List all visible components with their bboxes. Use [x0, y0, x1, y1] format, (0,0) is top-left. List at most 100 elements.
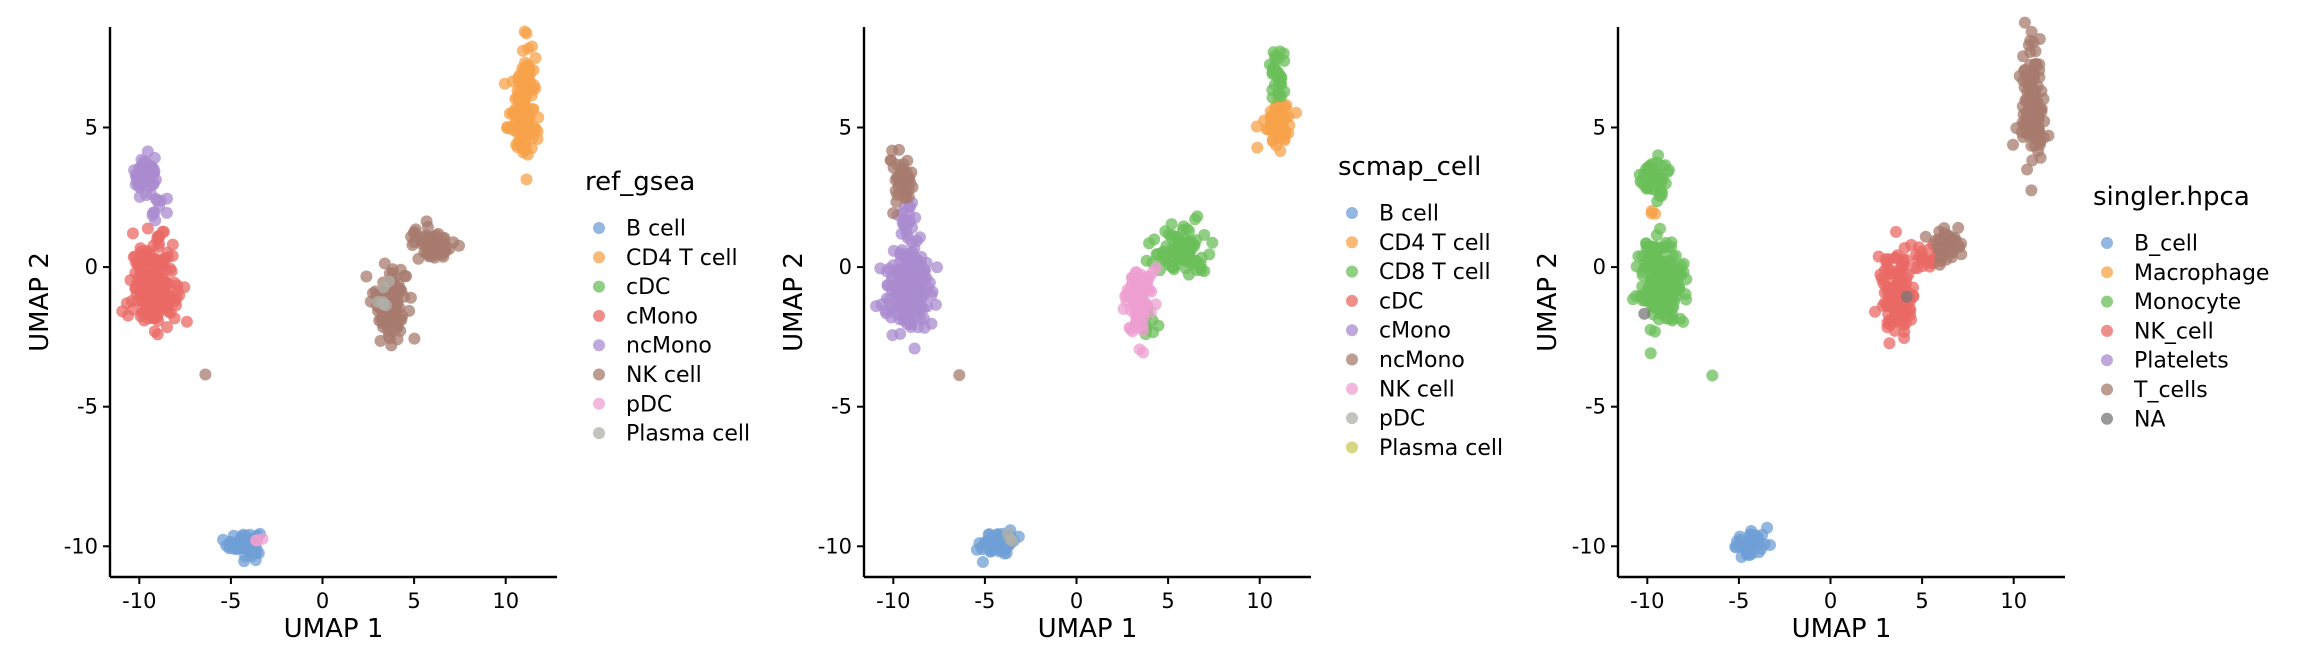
data-point — [1272, 86, 1285, 99]
data-point — [2021, 163, 2034, 176]
legend-swatch — [1346, 353, 1358, 366]
data-point — [889, 265, 902, 278]
data-point — [432, 227, 445, 240]
data-point — [141, 222, 154, 235]
data-point — [885, 154, 898, 167]
x-tick-label: 5 — [1161, 589, 1174, 613]
data-point — [918, 271, 931, 284]
data-point — [227, 529, 240, 542]
data-point — [161, 321, 173, 334]
series-ncmono — [128, 145, 173, 227]
data-point — [1900, 290, 1913, 303]
data-point — [1269, 101, 1282, 113]
data-point — [383, 311, 396, 324]
data-point — [1953, 240, 1966, 253]
x-tick-label: -5 — [1728, 589, 1749, 613]
data-point — [1159, 225, 1172, 238]
series-pdc — [1001, 527, 1019, 547]
umap-panel-singler-hpca: -10 -5 0 5 10 5 0 -5 -10 UMAP 1 UMAP 2 singler.hpca… — [1533, 16, 2269, 644]
series-monocyte — [1627, 149, 1719, 382]
data-point — [1650, 229, 1663, 242]
data-point — [899, 176, 912, 188]
x-axis-title: UMAP 1 — [1792, 614, 1892, 644]
legend-label: CD4 T cell — [1379, 231, 1491, 256]
y-tick-label: 0 — [85, 255, 98, 279]
data-point — [1279, 101, 1292, 114]
data-point — [236, 535, 249, 548]
data-point — [223, 542, 236, 555]
legend-swatch — [593, 427, 605, 440]
series-plasma-cell — [371, 275, 395, 312]
legend-label: cDC — [1379, 289, 1423, 314]
data-point — [122, 309, 134, 322]
x-axis-title: UMAP 1 — [1038, 614, 1138, 644]
data-point — [909, 252, 922, 265]
data-point — [443, 242, 456, 255]
x-tick-label: -5 — [220, 589, 241, 613]
data-point — [1887, 280, 1900, 293]
data-point — [377, 296, 389, 309]
data-point — [907, 295, 920, 308]
data-point — [1649, 169, 1661, 182]
data-point — [1880, 256, 1893, 268]
data-point — [908, 273, 920, 286]
data-point — [886, 329, 899, 342]
data-point — [130, 288, 143, 301]
x-tick-label: -10 — [1630, 589, 1664, 613]
data-point — [389, 286, 402, 299]
data-point — [901, 229, 914, 242]
data-point — [134, 169, 147, 182]
data-point — [1627, 293, 1639, 306]
data-point — [166, 249, 179, 262]
data-point — [520, 173, 533, 186]
data-point — [1151, 248, 1164, 261]
data-point — [171, 285, 184, 298]
series-cd4-t-cell — [498, 25, 545, 186]
data-point — [918, 321, 931, 334]
data-point — [180, 315, 193, 328]
data-point — [1642, 294, 1654, 307]
legend-swatch — [2101, 354, 2113, 367]
data-point — [420, 215, 433, 228]
legend-label: T_cells — [2133, 378, 2208, 403]
data-point — [1630, 260, 1643, 273]
data-point — [925, 289, 938, 302]
data-point — [1638, 307, 1651, 320]
data-point — [360, 270, 373, 283]
data-point — [1269, 50, 1282, 62]
legend-swatch — [2101, 266, 2113, 279]
data-point — [1173, 253, 1186, 266]
data-point — [239, 550, 252, 563]
data-point — [1263, 58, 1276, 71]
data-point — [1669, 249, 1682, 262]
legend-label: NK_cell — [2134, 319, 2214, 344]
data-point — [1645, 204, 1658, 217]
legend-label: pDC — [626, 392, 672, 417]
legend-swatch — [593, 280, 605, 293]
y-tick-label: -10 — [1572, 534, 1606, 558]
x-tick-label: 10 — [1246, 589, 1273, 613]
legend-label: Monocyte — [2134, 290, 2241, 315]
data-point — [1175, 235, 1187, 247]
data-point — [1149, 298, 1162, 311]
data-point — [1902, 268, 1915, 281]
legend-title: singler.hpca — [2093, 182, 2250, 212]
data-point — [1652, 149, 1665, 162]
y-tick-label: -5 — [831, 395, 852, 419]
y-axis-title: UMAP 2 — [1533, 252, 1563, 352]
x-axis-title: UMAP 1 — [284, 614, 384, 644]
data-point — [1264, 111, 1277, 124]
legend: ref_gsea B cell CD4 T cell cDC cMono ncMono NK… — [585, 167, 750, 447]
data-point — [529, 52, 542, 64]
data-point — [387, 324, 400, 337]
data-point — [392, 277, 405, 290]
data-point — [501, 122, 514, 135]
data-point — [412, 252, 425, 265]
data-point — [1160, 254, 1173, 267]
data-point — [1907, 281, 1919, 294]
data-point — [1905, 238, 1918, 251]
data-point — [901, 286, 914, 299]
data-point — [132, 179, 145, 192]
legend-swatch — [1346, 441, 1358, 454]
data-point — [1890, 252, 1902, 265]
